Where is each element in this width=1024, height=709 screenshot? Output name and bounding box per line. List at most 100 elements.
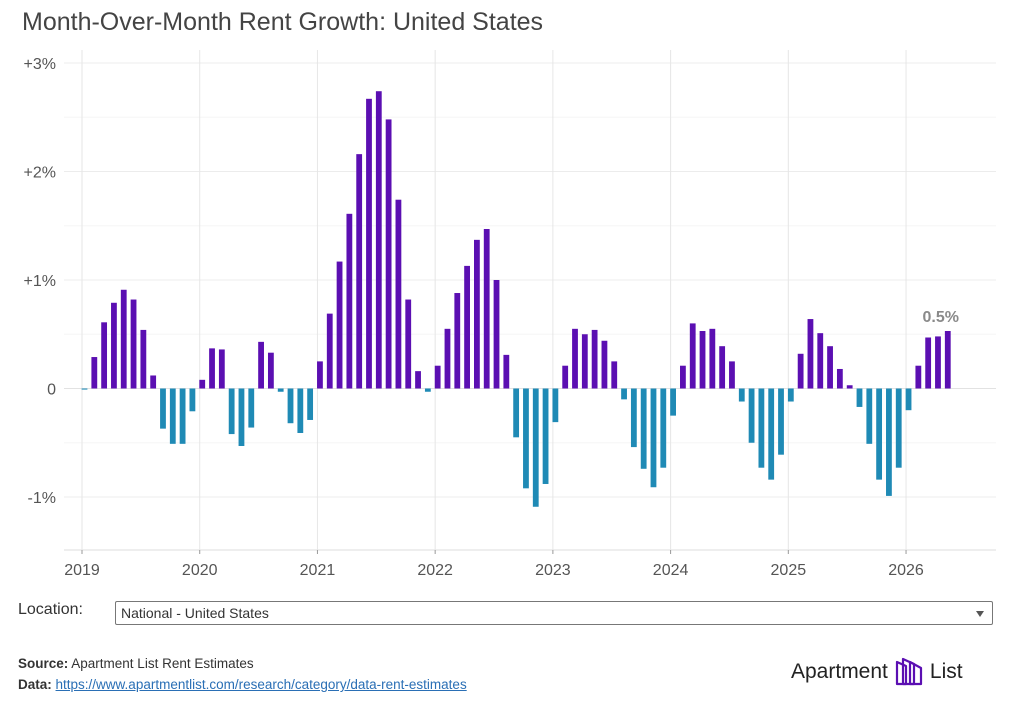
bar[interactable]: [758, 388, 765, 468]
bar[interactable]: [218, 349, 225, 389]
bar[interactable]: [572, 328, 578, 389]
bar[interactable]: [935, 336, 941, 389]
bar[interactable]: [944, 331, 951, 389]
bar[interactable]: [150, 375, 157, 389]
bar[interactable]: [513, 388, 520, 438]
bar[interactable]: [169, 388, 176, 444]
bar[interactable]: [395, 199, 402, 389]
bar[interactable]: [552, 388, 559, 423]
bar[interactable]: [346, 213, 353, 389]
bar[interactable]: [336, 261, 343, 389]
bar[interactable]: [199, 379, 206, 389]
bar[interactable]: [532, 388, 539, 507]
bar[interactable]: [807, 319, 814, 389]
bar[interactable]: [307, 388, 314, 420]
bar[interactable]: [209, 348, 215, 389]
bar[interactable]: [591, 329, 598, 389]
footer-data: Data: https://www.apartmentlist.com/rese…: [18, 677, 467, 692]
bar[interactable]: [748, 388, 755, 443]
bar[interactable]: [444, 328, 451, 389]
bar[interactable]: [91, 357, 98, 389]
bar[interactable]: [581, 334, 588, 389]
bar[interactable]: [827, 346, 833, 389]
bar[interactable]: [405, 299, 412, 389]
bar[interactable]: [81, 388, 88, 390]
bar[interactable]: [140, 329, 147, 389]
chevron-down-icon[interactable]: [976, 611, 984, 617]
bar[interactable]: [474, 239, 480, 389]
bar[interactable]: [621, 388, 627, 400]
bar[interactable]: [297, 388, 304, 433]
bar[interactable]: [797, 353, 804, 389]
bar[interactable]: [925, 337, 932, 389]
bar[interactable]: [611, 361, 618, 389]
bar[interactable]: [787, 388, 794, 402]
bar[interactable]: [483, 229, 490, 389]
bar[interactable]: [630, 388, 637, 448]
data-link[interactable]: https://www.apartmentlist.com/research/c…: [55, 677, 467, 692]
y-tick-label: -1%: [28, 490, 56, 507]
bar[interactable]: [101, 322, 108, 389]
bar[interactable]: [503, 354, 510, 389]
bar[interactable]: [699, 331, 706, 389]
bar[interactable]: [267, 352, 274, 389]
bar[interactable]: [317, 361, 323, 389]
bar[interactable]: [228, 388, 235, 435]
bar[interactable]: [326, 313, 333, 389]
bar[interactable]: [836, 368, 843, 389]
bar[interactable]: [680, 365, 686, 389]
bar[interactable]: [130, 299, 137, 389]
x-axis-labels: 2019 2020 2021 2022 2023 2024 2025 2026: [64, 562, 924, 579]
bar[interactable]: [895, 388, 902, 468]
bar[interactable]: [846, 385, 853, 389]
bar[interactable]: [523, 388, 529, 489]
bar[interactable]: [689, 323, 696, 389]
y-tick-label: +1%: [24, 273, 56, 290]
bar[interactable]: [601, 340, 608, 389]
bar[interactable]: [258, 341, 264, 389]
bar[interactable]: [277, 388, 284, 392]
bar[interactable]: [768, 388, 775, 480]
bar[interactable]: [424, 388, 431, 392]
bar[interactable]: [238, 388, 245, 447]
bar[interactable]: [493, 280, 500, 389]
bar[interactable]: [729, 361, 735, 389]
bar[interactable]: [876, 388, 883, 480]
bar[interactable]: [356, 154, 363, 389]
bar[interactable]: [179, 388, 186, 444]
bar[interactable]: [189, 388, 196, 412]
data-label: Data:: [18, 677, 52, 692]
chart-area: +3%+2%+1%0-1% 2019 2020 2021 2022 2023 2024 20…: [24, 50, 996, 579]
bar[interactable]: [542, 388, 549, 484]
x-tick-label: 2022: [417, 562, 453, 579]
bar[interactable]: [415, 371, 421, 389]
bar[interactable]: [660, 388, 667, 468]
bar[interactable]: [111, 302, 117, 389]
bar[interactable]: [886, 388, 892, 496]
bar[interactable]: [856, 388, 863, 407]
bar[interactable]: [817, 333, 824, 389]
bar[interactable]: [385, 119, 392, 389]
bar[interactable]: [719, 346, 726, 389]
bar[interactable]: [670, 388, 676, 416]
bar[interactable]: [562, 365, 569, 389]
bar[interactable]: [287, 388, 294, 424]
bar[interactable]: [905, 388, 912, 411]
bar[interactable]: [120, 289, 127, 389]
bar[interactable]: [915, 365, 922, 389]
bar[interactable]: [709, 328, 716, 389]
y-tick-label: 0: [47, 382, 56, 399]
bar[interactable]: [366, 98, 372, 389]
bar[interactable]: [650, 388, 657, 488]
bar[interactable]: [248, 388, 255, 428]
bar[interactable]: [434, 365, 441, 389]
bar[interactable]: [640, 388, 647, 469]
bar[interactable]: [738, 388, 745, 402]
bar[interactable]: [454, 293, 461, 389]
bar[interactable]: [778, 388, 784, 455]
bar[interactable]: [160, 388, 166, 429]
bar[interactable]: [375, 91, 382, 389]
bar[interactable]: [866, 388, 873, 444]
bar[interactable]: [464, 265, 470, 389]
location-select[interactable]: National - United States: [115, 601, 993, 625]
